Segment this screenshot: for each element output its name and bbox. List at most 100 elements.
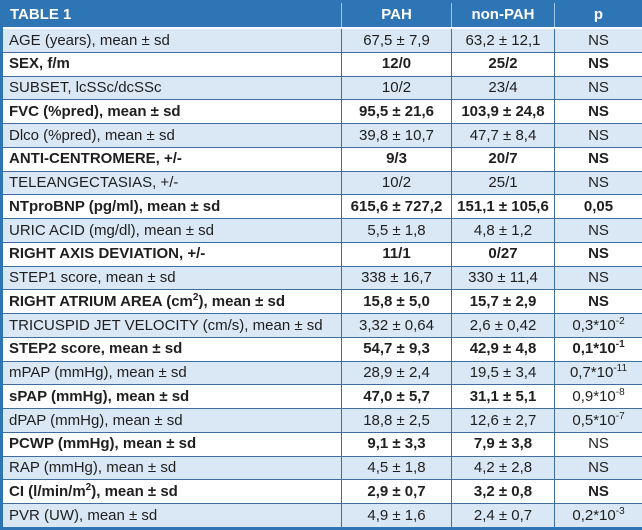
column-header-p: p	[554, 1, 642, 29]
pah-value: 67,5 ± 7,9	[341, 27, 452, 53]
p-exponent: -2	[615, 315, 625, 327]
row-label: TELEANGECTASIAS, +/-	[1, 170, 342, 196]
nonpah-value: 47,7 ± 8,4	[451, 123, 555, 148]
row-label: SUBSET, lcSSc/dcSSc	[1, 75, 342, 101]
table-row-uricacid: URIC ACID (mg/dl), mean ± sd 5,5 ± 1,8 4…	[1, 218, 642, 243]
row-label: SEX, f/m	[1, 51, 342, 77]
pah-value: 5,5 ± 1,8	[341, 218, 452, 243]
pah-value: 28,9 ± 2,4	[341, 360, 452, 386]
p-value: 0,2*10-3	[554, 503, 642, 529]
p-value: NS	[554, 27, 642, 53]
nonpah-value: 25/1	[451, 170, 555, 196]
table-row-anticentromere: ANTI-CENTROMERE, +/- 9/3 20/7 NS	[1, 146, 642, 172]
p-exponent: -8	[615, 386, 625, 398]
pah-value: 9,1 ± 3,3	[341, 431, 452, 457]
nonpah-value: 4,2 ± 2,8	[451, 455, 555, 481]
pah-value: 54,7 ± 9,3	[341, 336, 452, 362]
row-label: NTproBNP (pg/ml), mean ± sd	[1, 194, 342, 220]
p-value: 0,3*10-2	[554, 313, 642, 338]
column-header-pah: PAH	[341, 1, 452, 29]
row-label: ANTI-CENTROMERE, +/-	[1, 146, 342, 172]
row-label: mPAP (mmHg), mean ± sd	[1, 360, 342, 386]
p-value: NS	[554, 51, 642, 77]
p-value: NS	[554, 265, 642, 291]
row-label: PCWP (mmHg), mean ± sd	[1, 431, 342, 457]
pah-value: 4,9 ± 1,6	[341, 503, 452, 529]
pah-value: 15,8 ± 5,0	[341, 289, 452, 315]
table-row-mpap: mPAP (mmHg), mean ± sd 28,9 ± 2,4 19,5 ±…	[1, 360, 642, 386]
row-label: RIGHT AXIS DEVIATION, +/-	[1, 241, 342, 267]
table-row-subset: SUBSET, lcSSc/dcSSc 10/2 23/4 NS	[1, 75, 642, 101]
p-value: 0,9*10-8	[554, 384, 642, 410]
p-exponent: -7	[615, 410, 625, 422]
p-value: NS	[554, 431, 642, 457]
pah-value: 4,5 ± 1,8	[341, 455, 452, 481]
nonpah-value: 20/7	[451, 146, 555, 172]
row-label: URIC ACID (mg/dl), mean ± sd	[1, 218, 342, 243]
table-row-spap: sPAP (mmHg), mean ± sd 47,0 ± 5,7 31,1 ±…	[1, 384, 642, 410]
p-exponent: -1	[615, 339, 625, 351]
table-title: TABLE 1	[1, 1, 342, 29]
row-label: sPAP (mmHg), mean ± sd	[1, 384, 342, 410]
row-label: FVC (%pred), mean ± sd	[1, 99, 342, 125]
p-value: NS	[554, 289, 642, 315]
table-row-dlco: Dlco (%pred), mean ± sd 39,8 ± 10,7 47,7…	[1, 123, 642, 148]
column-header-nonpah: non-PAH	[451, 1, 555, 29]
pah-value: 338 ± 16,7	[341, 265, 452, 291]
nonpah-value: 42,9 ± 4,8	[451, 336, 555, 362]
row-label: PVR (UW), mean ± sd	[1, 503, 342, 529]
table-row-rightaxisdeviation: RIGHT AXIS DEVIATION, +/- 11/1 0/27 NS	[1, 241, 642, 267]
table-row-ci: CI (l/min/m2), mean ± sd 2,9 ± 0,7 3,2 ±…	[1, 479, 642, 505]
pah-value: 47,0 ± 5,7	[341, 384, 452, 410]
p-value: NS	[554, 75, 642, 101]
table-body: AGE (years), mean ± sd 67,5 ± 7,9 63,2 ±…	[1, 27, 642, 529]
table-row-age: AGE (years), mean ± sd 67,5 ± 7,9 63,2 ±…	[1, 27, 642, 53]
p-value: 0,05	[554, 194, 642, 220]
table-row-rap: RAP (mmHg), mean ± sd 4,5 ± 1,8 4,2 ± 2,…	[1, 455, 642, 481]
p-value: NS	[554, 170, 642, 196]
nonpah-value: 31,1 ± 5,1	[451, 384, 555, 410]
pah-value: 10/2	[341, 170, 452, 196]
p-value: NS	[554, 479, 642, 505]
p-value: 0,7*10-11	[554, 360, 642, 386]
p-value: NS	[554, 123, 642, 148]
row-label: Dlco (%pred), mean ± sd	[1, 123, 342, 148]
nonpah-value: 25/2	[451, 51, 555, 77]
superscript: 2	[85, 481, 92, 493]
nonpah-value: 330 ± 11,4	[451, 265, 555, 291]
pah-value: 12/0	[341, 51, 452, 77]
table-row-step1: STEP1 score, mean ± sd 338 ± 16,7 330 ± …	[1, 265, 642, 291]
header-row: TABLE 1 PAH non-PAH p	[1, 1, 642, 29]
nonpah-value: 2,6 ± 0,42	[451, 313, 555, 338]
nonpah-value: 15,7 ± 2,9	[451, 289, 555, 315]
table-row-tricuspidjetvelocity: TRICUSPID JET VELOCITY (cm/s), mean ± sd…	[1, 313, 642, 338]
row-label: RAP (mmHg), mean ± sd	[1, 455, 342, 481]
table-row-pcwp: PCWP (mmHg), mean ± sd 9,1 ± 3,3 7,9 ± 3…	[1, 431, 642, 457]
pah-value: 3,32 ± 0,64	[341, 313, 452, 338]
table-header: TABLE 1 PAH non-PAH p	[1, 1, 642, 29]
nonpah-value: 4,8 ± 1,2	[451, 218, 555, 243]
pah-value: 18,8 ± 2,5	[341, 408, 452, 433]
nonpah-value: 23/4	[451, 75, 555, 101]
row-label: STEP2 score, mean ± sd	[1, 336, 342, 362]
row-label: AGE (years), mean ± sd	[1, 27, 342, 53]
nonpah-value: 19,5 ± 3,4	[451, 360, 555, 386]
pah-value: 10/2	[341, 75, 452, 101]
row-label: dPAP (mmHg), mean ± sd	[1, 408, 342, 433]
nonpah-value: 151,1 ± 105,6	[451, 194, 555, 220]
p-value: NS	[554, 99, 642, 125]
table-row-step2: STEP2 score, mean ± sd 54,7 ± 9,3 42,9 ±…	[1, 336, 642, 362]
table-row-ntprobnp: NTproBNP (pg/ml), mean ± sd 615,6 ± 727,…	[1, 194, 642, 220]
p-value: NS	[554, 455, 642, 481]
pah-value: 9/3	[341, 146, 452, 172]
pah-value: 95,5 ± 21,6	[341, 99, 452, 125]
table-row-dpap: dPAP (mmHg), mean ± sd 18,8 ± 2,5 12,6 ±…	[1, 408, 642, 433]
nonpah-value: 7,9 ± 3,8	[451, 431, 555, 457]
row-label: RIGHT ATRIUM AREA (cm2), mean ± sd	[1, 289, 342, 315]
table-row-pvr: PVR (UW), mean ± sd 4,9 ± 1,6 2,4 ± 0,7 …	[1, 503, 642, 529]
superscript: 2	[192, 291, 199, 303]
pah-value: 2,9 ± 0,7	[341, 479, 452, 505]
p-value: NS	[554, 146, 642, 172]
